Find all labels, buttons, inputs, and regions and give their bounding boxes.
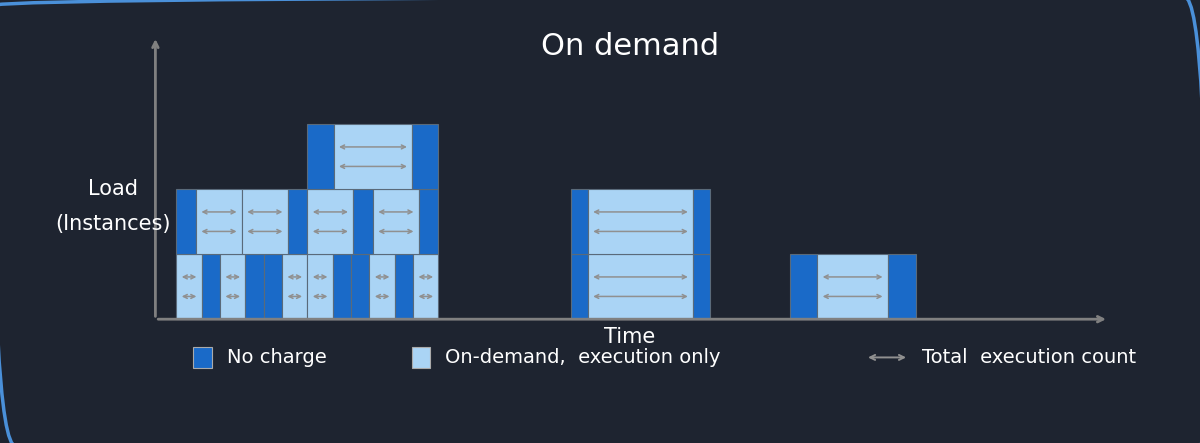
Bar: [307, 124, 334, 189]
Bar: [202, 254, 220, 319]
Bar: [571, 189, 588, 254]
Bar: [307, 254, 332, 319]
Bar: [196, 189, 242, 254]
Bar: [246, 254, 264, 319]
Bar: [694, 254, 710, 319]
Bar: [790, 254, 817, 319]
Bar: [413, 124, 438, 189]
Bar: [817, 254, 888, 319]
Bar: [588, 189, 694, 254]
Bar: [264, 254, 282, 319]
Text: No charge: No charge: [227, 348, 326, 367]
Bar: [373, 189, 419, 254]
Bar: [353, 189, 373, 254]
Bar: [282, 254, 307, 319]
Text: Load: Load: [89, 179, 138, 199]
Bar: [571, 254, 588, 319]
Bar: [176, 189, 196, 254]
Text: (Instances): (Instances): [55, 214, 172, 233]
Bar: [694, 189, 710, 254]
Bar: [412, 347, 430, 368]
Bar: [419, 189, 438, 254]
Bar: [288, 189, 307, 254]
Bar: [352, 254, 370, 319]
Bar: [220, 254, 246, 319]
Text: On demand: On demand: [541, 32, 719, 62]
Bar: [588, 254, 694, 319]
Text: On-demand,  execution only: On-demand, execution only: [445, 348, 721, 367]
Bar: [332, 254, 352, 319]
Bar: [888, 254, 916, 319]
Bar: [176, 254, 202, 319]
Text: Total  execution count: Total execution count: [923, 348, 1136, 367]
Bar: [413, 254, 438, 319]
Bar: [334, 124, 413, 189]
Bar: [370, 254, 395, 319]
Bar: [395, 254, 413, 319]
Bar: [307, 189, 353, 254]
Bar: [193, 347, 211, 368]
Bar: [242, 189, 288, 254]
Text: Time: Time: [605, 327, 655, 347]
